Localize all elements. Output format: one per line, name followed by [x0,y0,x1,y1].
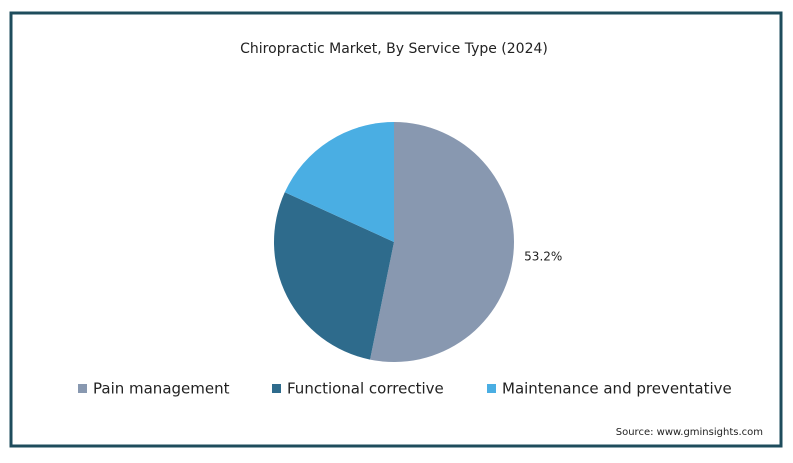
legend-label: Pain management [93,380,230,398]
legend-swatch [272,384,281,393]
data-label: 53.2% [524,250,562,264]
legend-label: Maintenance and preventative [502,380,732,398]
legend-label: Functional corrective [287,380,444,398]
pie-slice [370,122,514,363]
pie-slice [284,122,394,242]
pie-slice [274,192,394,360]
legend-swatch [78,384,87,393]
legend-swatch [487,384,496,393]
chart-title: Chiropractic Market, By Service Type (20… [240,41,548,57]
source: Source: www.gminsights.com [616,427,763,438]
